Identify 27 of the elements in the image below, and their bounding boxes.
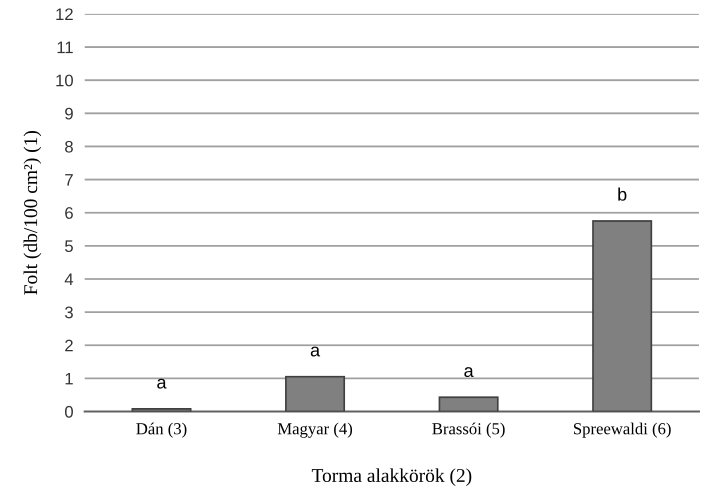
y-tick-label: 8 xyxy=(65,140,73,153)
y-axis-title: Folt (db/100 cm²) (1) xyxy=(24,130,42,295)
bar xyxy=(592,220,652,412)
y-tick-label: 4 xyxy=(64,274,74,286)
x-tick-label: Dán (3) xyxy=(136,422,186,438)
x-axis-title: Torma alakkörök (2) xyxy=(312,468,472,486)
y-tick-label: 12 xyxy=(56,8,73,20)
y-tick-label: 0 xyxy=(64,406,73,418)
x-tick-label: Brassói (5) xyxy=(432,422,505,438)
y-tick-label: 6 xyxy=(65,207,73,219)
y-tick-label: 11 xyxy=(58,42,73,54)
bar xyxy=(285,376,346,412)
y-tick-label: 7 xyxy=(65,174,73,186)
x-tick-label: Spreewaldi (6) xyxy=(574,422,671,438)
bar xyxy=(131,408,192,412)
annotation: a xyxy=(464,367,474,378)
y-tick-label: 3 xyxy=(64,306,73,318)
bar xyxy=(438,396,499,412)
annotation: b xyxy=(618,188,626,201)
annotation: a xyxy=(310,346,320,356)
y-tick-label: 5 xyxy=(65,240,73,252)
annotation: a xyxy=(157,378,167,389)
x-tick-label: Magyar (4) xyxy=(278,422,352,438)
y-tick-label: 10 xyxy=(56,74,73,86)
y-tick-label: 9 xyxy=(65,108,73,120)
y-tick-label: 1 xyxy=(66,372,73,384)
y-tick-label: 2 xyxy=(65,340,73,352)
